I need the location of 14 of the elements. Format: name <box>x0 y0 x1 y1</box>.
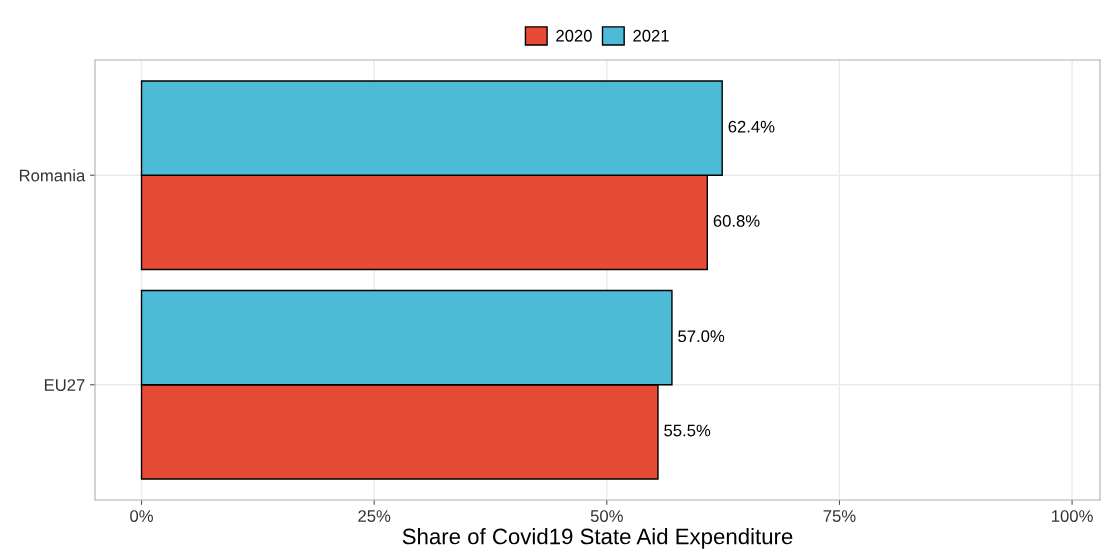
data-label: 55.5% <box>664 424 711 437</box>
x-tick-label: 25% <box>358 510 391 522</box>
x-tick-label: 100% <box>1052 510 1093 522</box>
legend-label: 2021 <box>633 29 669 42</box>
x-tick-label: 50% <box>590 510 623 522</box>
y-tick-label: Romania <box>19 169 86 182</box>
x-tick-label: 75% <box>823 510 856 522</box>
y-tick-label: EU27 <box>44 379 85 391</box>
x-axis-title: Share of Covid19 State Aid Expenditure <box>402 528 793 549</box>
data-label: 60.8% <box>713 215 760 227</box>
x-tick-label: 0% <box>130 510 153 522</box>
legend-label: 2020 <box>556 29 592 42</box>
data-label: 62.4% <box>728 120 775 133</box>
data-label: 57.0% <box>678 330 725 343</box>
